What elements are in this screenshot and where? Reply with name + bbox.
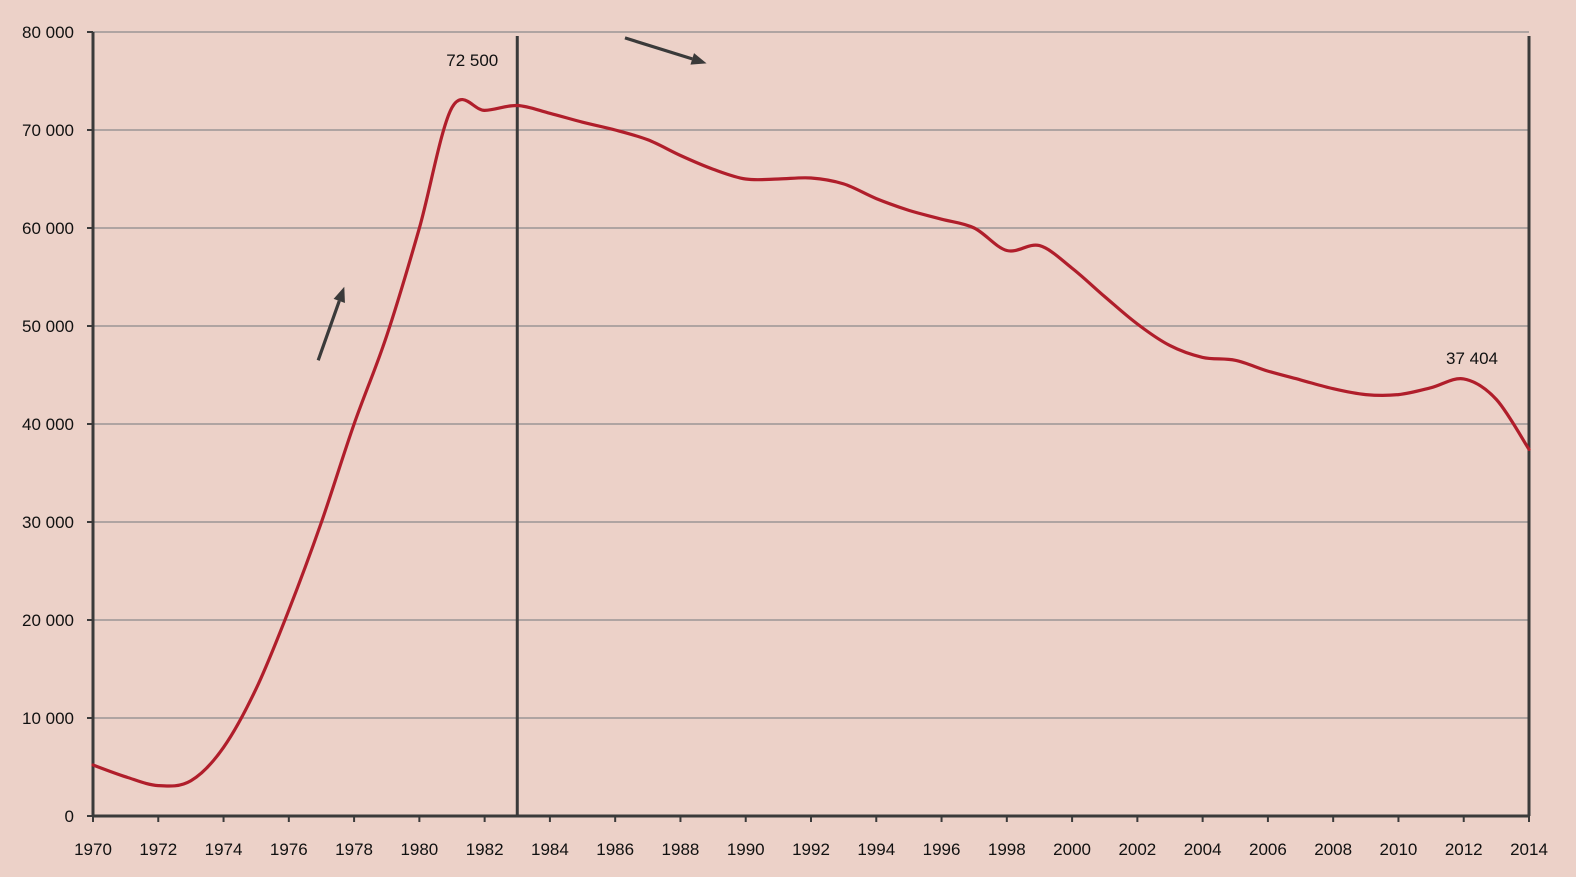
x-tick-label: 1992 — [792, 840, 830, 859]
series-group — [91, 98, 1531, 788]
y-tick-label: 20 000 — [22, 611, 74, 630]
y-tick-label: 40 000 — [22, 415, 74, 434]
x-tick-label: 2010 — [1380, 840, 1418, 859]
trend-arrow-down-head — [690, 53, 707, 65]
series-line — [91, 98, 1531, 788]
annotations: 72 500 37 404 — [446, 51, 1498, 368]
trend-arrows — [316, 36, 707, 361]
y-tick-label: 30 000 — [22, 513, 74, 532]
x-tick-label: 1986 — [596, 840, 634, 859]
x-tick-label: 1988 — [662, 840, 700, 859]
x-tick-label: 2012 — [1445, 840, 1483, 859]
y-tick-label: 60 000 — [22, 219, 74, 238]
x-tick-label: 2006 — [1249, 840, 1287, 859]
y-tick-label: 50 000 — [22, 317, 74, 336]
x-tick-label: 1976 — [270, 840, 308, 859]
x-tick-label: 1996 — [923, 840, 961, 859]
x-axis-tick-labels: 1970 1972 1974 1976 1978 1980 1982 1984 1986 1988… — [74, 840, 1548, 859]
gridlines — [93, 31, 1529, 719]
x-tick-label: 1978 — [335, 840, 373, 859]
y-tick-label: 80 000 — [22, 23, 74, 42]
y-axis-tick-labels: 0 10 000 20 000 30 000 40 000 50 000 60 000 70 … — [22, 23, 74, 826]
y-tick-label: 10 000 — [22, 709, 74, 728]
x-tick-label: 1994 — [857, 840, 895, 859]
trend-arrow-up-head — [333, 286, 345, 303]
axes — [87, 31, 1530, 822]
x-tick-label: 1980 — [400, 840, 438, 859]
x-tick-label: 2002 — [1118, 840, 1156, 859]
x-tick-label: 1984 — [531, 840, 569, 859]
y-tick-label: 70 000 — [22, 121, 74, 140]
trend-arrow-up-shaft — [316, 300, 341, 361]
x-tick-label: 1998 — [988, 840, 1026, 859]
annotation-last-value: 37 404 — [1446, 349, 1498, 368]
annotation-peak-value: 72 500 — [446, 51, 498, 70]
x-tick-label: 2000 — [1053, 840, 1091, 859]
x-tick-label: 2014 — [1510, 840, 1548, 859]
x-tick-label: 1990 — [727, 840, 765, 859]
vertical-marker-lines — [515, 36, 1531, 816]
y-tick-label: 0 — [65, 807, 74, 826]
x-tick-label: 1974 — [205, 840, 243, 859]
x-tick-label: 1982 — [466, 840, 504, 859]
x-tick-label: 1972 — [139, 840, 177, 859]
x-tick-label: 2008 — [1314, 840, 1352, 859]
x-tick-label: 2004 — [1184, 840, 1222, 859]
trend-arrow-down-shaft — [624, 36, 693, 61]
x-tick-label: 1970 — [74, 840, 112, 859]
